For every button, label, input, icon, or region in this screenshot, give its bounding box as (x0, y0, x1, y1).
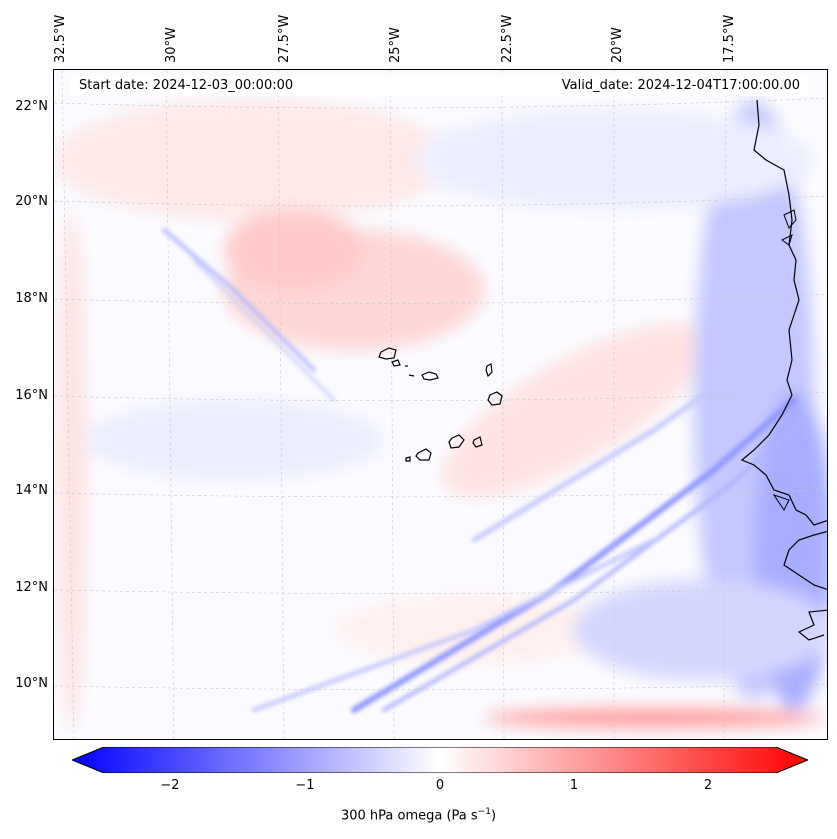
colorbar-label: 300 hPa omega (Pa s−1) (0, 807, 837, 823)
lon-label-22-5w: 22.5°W (500, 14, 515, 63)
lon-label-27-5w: 27.5°W (277, 14, 292, 63)
header-strip (70, 76, 808, 96)
graticule (54, 70, 827, 739)
lat-label-16n: 16°N (15, 388, 48, 403)
colorbar-tick-1: 1 (569, 778, 579, 793)
lon-label-20w: 20°W (610, 27, 625, 63)
colorbar (72, 747, 808, 773)
lon-label-25w: 25°W (388, 27, 403, 63)
lat-label-18n: 18°N (15, 291, 48, 306)
lat-label-10n: 10°N (15, 676, 48, 691)
colorbar-tick-m1: −1 (295, 778, 315, 793)
omega-field (54, 70, 827, 739)
variable-name: 300 hPa omega (340, 808, 443, 824)
units-exponent: −1 (477, 807, 491, 817)
colorbar-tick-0: 0 (435, 778, 445, 793)
colorbar-tick-2: 2 (703, 778, 713, 793)
lat-label-14n: 14°N (15, 483, 48, 498)
lon-label-32-5w: 32.5°W (53, 14, 68, 63)
units-open: (Pa s (446, 808, 478, 824)
lat-label-20n: 20°N (15, 194, 48, 209)
cape-verde-islands (378, 347, 503, 462)
lat-label-12n: 12°N (15, 580, 48, 595)
start-date-label: Start date: 2024-12-03_00:00:00 (79, 78, 294, 93)
units-close: ) (490, 808, 497, 824)
coastline-detail (772, 209, 797, 511)
lon-label-30w: 30°W (164, 27, 179, 63)
map-panel[interactable] (53, 69, 828, 740)
lat-label-22n: 22°N (15, 99, 48, 114)
colorbar-tick-m2: −2 (160, 778, 180, 793)
ascent-shading (54, 100, 827, 730)
valid-date-label: Valid_date: 2024-12-04T17:00:00.00 (561, 78, 800, 93)
lon-label-17-5w: 17.5°W (722, 14, 737, 63)
rainbands (162, 228, 806, 713)
coastline-africa (740, 99, 827, 641)
